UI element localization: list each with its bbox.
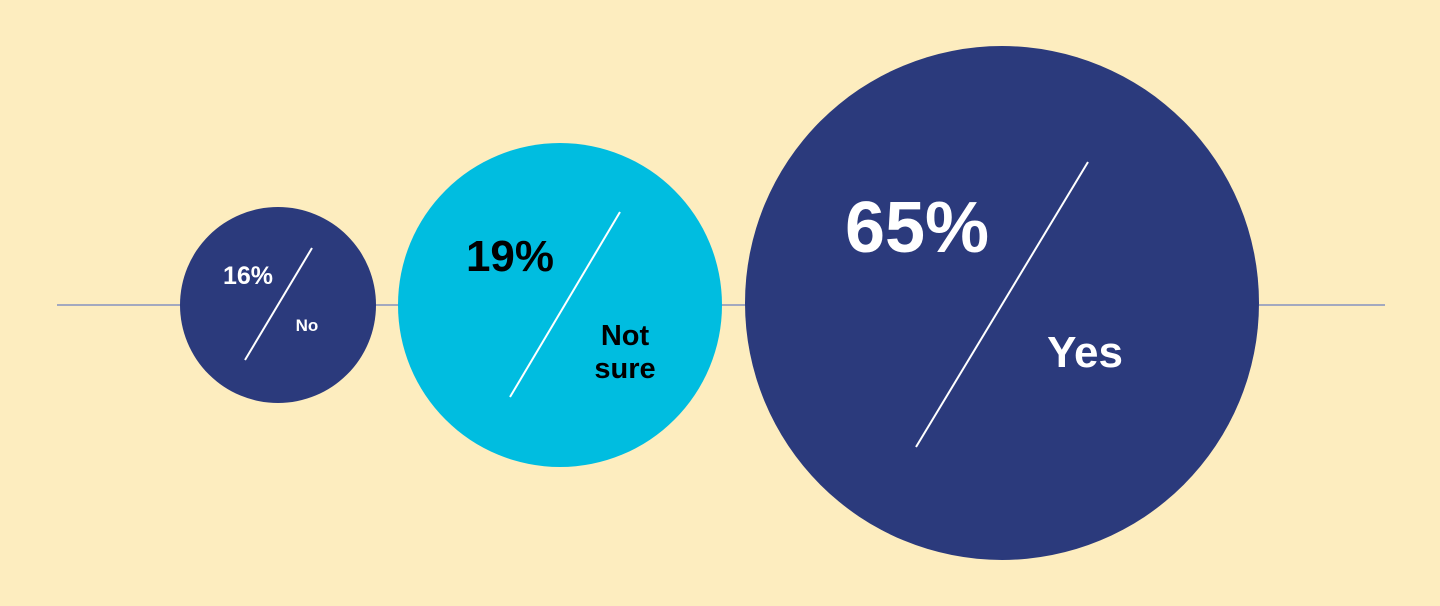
bubble-yes: 65% Yes [745, 46, 1259, 560]
category-label-not-sure: Not sure [594, 320, 655, 385]
bubble-no: 16% No [180, 207, 376, 403]
value-label-yes: 65% [845, 188, 989, 268]
value-label-not-sure: 19% [466, 232, 554, 281]
slash-divider [915, 161, 1089, 448]
slash-divider [244, 247, 313, 361]
bubble-circle-not-sure [398, 143, 722, 467]
category-label-no: No [296, 316, 319, 335]
category-label-yes: Yes [1047, 328, 1123, 377]
slash-divider [509, 211, 621, 398]
bubble-not-sure: 19% Not sure [398, 143, 722, 467]
value-label-no: 16% [223, 262, 273, 290]
